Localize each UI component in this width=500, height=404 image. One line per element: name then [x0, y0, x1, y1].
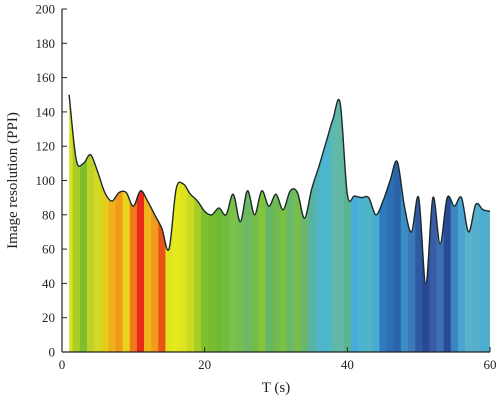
y-tick-label: 140 [36, 104, 56, 119]
area-band [222, 94, 230, 352]
area-band [457, 94, 466, 352]
area-band [229, 94, 238, 352]
x-tick-label: 60 [484, 357, 497, 372]
area-band [158, 94, 166, 352]
area-band [69, 94, 73, 352]
area-band [379, 94, 387, 352]
area-band [72, 94, 81, 352]
x-axis-label: T (s) [262, 380, 290, 396]
area-band [165, 94, 173, 352]
area-band [486, 94, 490, 352]
area-band [129, 94, 138, 352]
area-band [372, 94, 380, 352]
y-axis-label: Image resolution (PPI) [5, 112, 21, 249]
area-band [479, 94, 487, 352]
area-band [115, 94, 123, 352]
area-band [300, 94, 309, 352]
area-band [172, 94, 180, 352]
series-line [68, 94, 491, 285]
area-band [472, 94, 480, 352]
y-tick-label: 160 [36, 70, 56, 85]
color-bands [69, 94, 490, 352]
area-band [201, 94, 209, 352]
area-band [86, 94, 95, 352]
area-band [386, 94, 394, 352]
y-tick-label: 180 [36, 36, 56, 51]
area-band [251, 94, 259, 352]
area-band [400, 94, 409, 352]
y-tick-label: 200 [36, 2, 56, 17]
area-band [122, 94, 131, 352]
area-band [393, 94, 402, 352]
area-band [450, 94, 459, 352]
area-band [236, 94, 245, 352]
area-band [272, 94, 280, 352]
y-tick-label: 60 [42, 242, 55, 257]
area-band [407, 94, 416, 352]
area-band [279, 94, 287, 352]
area-band [329, 94, 337, 352]
area-band [293, 94, 302, 352]
area-band [151, 94, 159, 352]
y-tick-label: 0 [49, 345, 56, 360]
y-tick-label: 80 [42, 207, 55, 222]
x-ticks: 0 20 40 60 [59, 347, 497, 372]
y-tick-label: 100 [36, 173, 56, 188]
area-band [286, 94, 295, 352]
area-band [336, 94, 345, 352]
area-band [365, 94, 373, 352]
area-band [315, 94, 323, 352]
area-band [465, 94, 473, 352]
y-ticks: 0 20 40 60 80 100 120 140 160 180 200 [36, 2, 67, 360]
area-band [101, 94, 109, 352]
area-band [136, 94, 145, 352]
area-band [429, 94, 437, 352]
area-band [436, 94, 444, 352]
area-band [322, 94, 330, 352]
area-band [265, 94, 273, 352]
area-band [422, 94, 430, 352]
area-band [108, 94, 116, 352]
area-band [208, 94, 216, 352]
area-band [94, 94, 102, 352]
x-tick-label: 20 [198, 357, 211, 372]
area-band [79, 94, 88, 352]
y-tick-label: 40 [42, 276, 55, 291]
area-band [415, 94, 423, 352]
area-band [308, 94, 316, 352]
area-band [343, 94, 352, 352]
axes: 0 20 40 60 0 20 40 60 80 100 120 140 160 180 200 [36, 2, 497, 373]
area-band [215, 94, 223, 352]
area-band [186, 94, 195, 352]
area-band [350, 94, 359, 352]
y-tick-label: 120 [36, 139, 56, 154]
area-band [179, 94, 188, 352]
area-band [144, 94, 152, 352]
area-band [443, 94, 452, 352]
area-band [193, 94, 202, 352]
area-band [258, 94, 266, 352]
x-tick-label: 40 [341, 357, 354, 372]
x-tick-label: 0 [59, 357, 66, 372]
area-band [243, 94, 252, 352]
area-band [358, 94, 366, 352]
y-tick-label: 20 [42, 310, 55, 325]
